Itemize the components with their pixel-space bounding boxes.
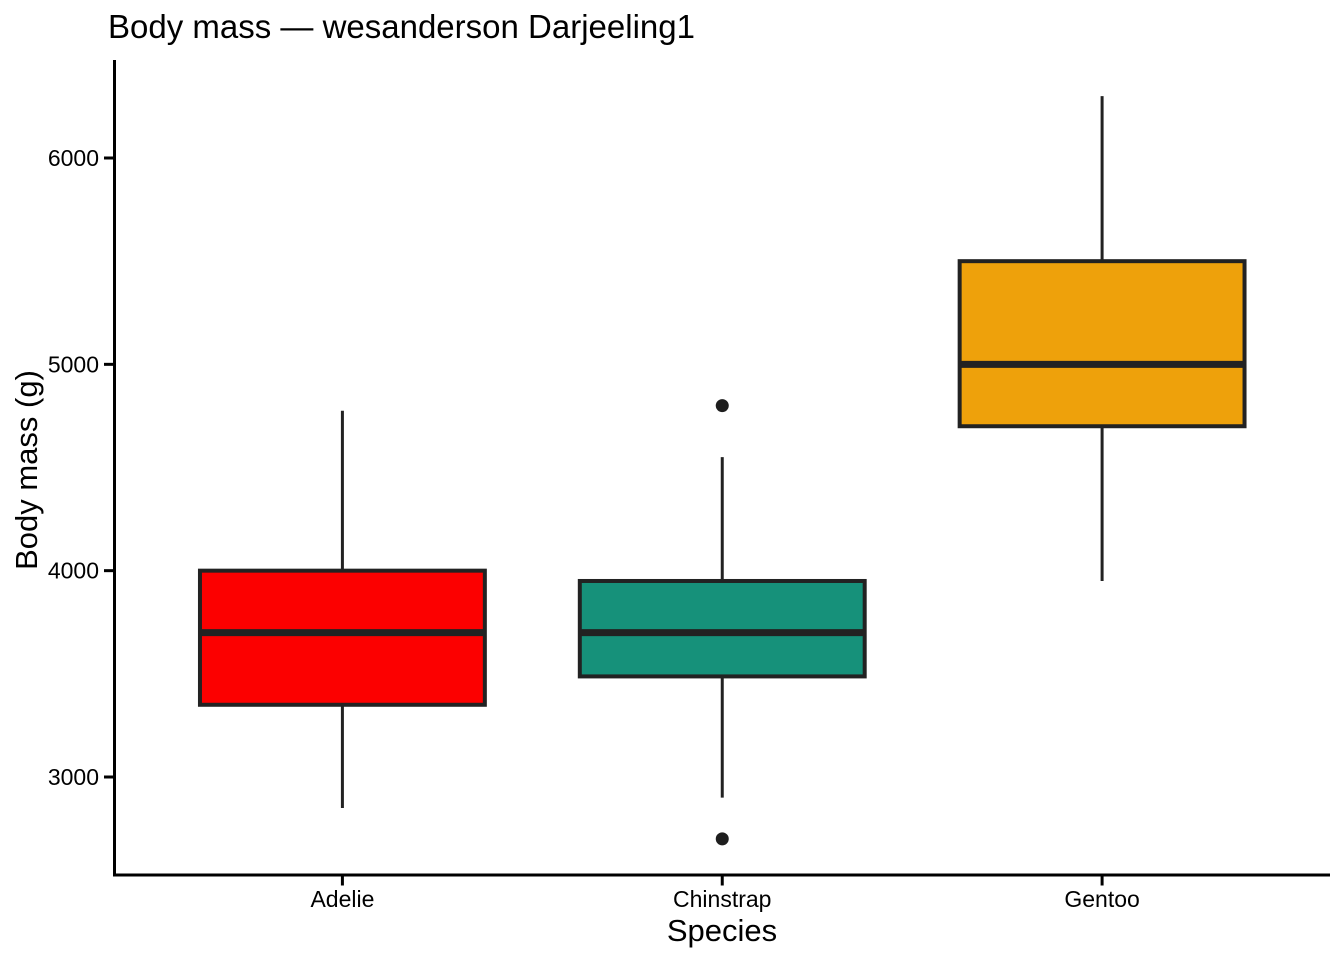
x-axis-title: Species	[666, 913, 778, 948]
box-gentoo	[957, 259, 1247, 429]
y-tick-label: 5000	[48, 351, 99, 377]
outlier-point-chinstrap	[715, 399, 729, 413]
outlier-point-chinstrap	[715, 832, 729, 846]
box-chinstrap	[577, 578, 867, 679]
x-tick-label: Adelie	[310, 886, 374, 912]
x-tick-label: Gentoo	[1064, 886, 1139, 912]
box-adelie	[197, 568, 487, 707]
y-tick-label: 3000	[48, 764, 99, 790]
x-tick-label: Chinstrap	[673, 886, 771, 912]
y-tick-label: 4000	[48, 558, 99, 584]
y-tick-label: 6000	[48, 145, 99, 171]
chart-title: Body mass — wesanderson Darjeeling1	[108, 8, 695, 45]
